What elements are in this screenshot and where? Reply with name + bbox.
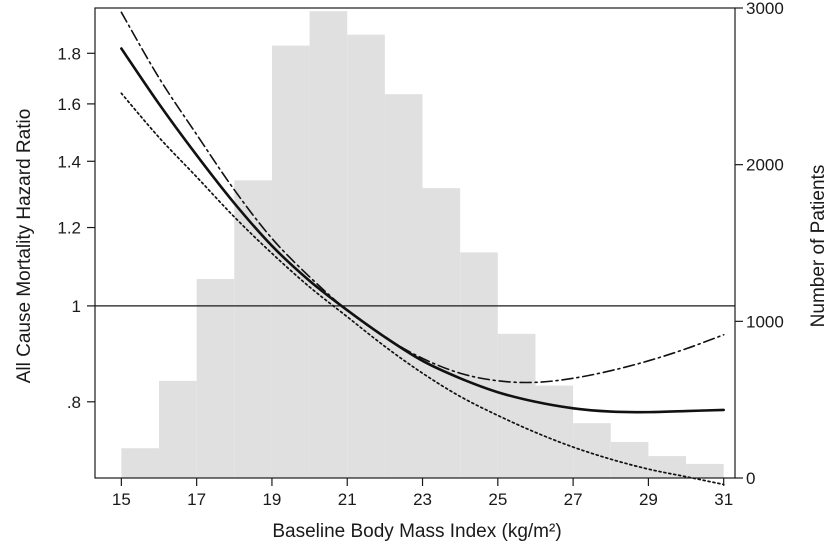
series-layer (120, 11, 726, 486)
series-line-dashdot (120, 11, 725, 384)
series-line-solid (120, 47, 726, 414)
y-left-tick-label: 1.6 (57, 95, 81, 114)
y-left-tick-label: 1.8 (57, 44, 81, 63)
x-tick-label: 25 (488, 490, 507, 509)
histogram-bar (196, 279, 235, 478)
y-axis-right-title: Number of Patients (808, 165, 829, 328)
histogram-bar (610, 441, 649, 478)
plot-frame (94, 7, 736, 479)
y-axis-left-title: All Cause Mortality Hazard Ratio (14, 109, 35, 384)
y-left-tick-label: .8 (67, 393, 81, 412)
histogram-bar (460, 252, 498, 478)
y-left-tick-label: 1 (72, 297, 81, 316)
histogram-bar (121, 448, 159, 478)
histogram-bar (309, 11, 348, 479)
x-tick-label: 15 (112, 490, 131, 509)
x-tick-label: 23 (413, 490, 432, 509)
x-axis-title: Baseline Body Mass Index (kg/m²) (272, 521, 561, 542)
y-right-tick-label: 3000 (746, 0, 784, 18)
histogram-bar (497, 333, 536, 478)
histogram-bar (384, 94, 423, 479)
y-axis-left: .8 1 1.2 1.4 1.6 1.8 (57, 44, 95, 412)
y-left-tick-label: 1.4 (57, 152, 81, 171)
x-tick-label: 21 (338, 490, 357, 509)
histogram-bar (686, 463, 724, 478)
histogram-bar (535, 385, 574, 478)
series-line-dotted (120, 92, 725, 486)
x-tick-label: 31 (714, 490, 733, 509)
histogram-bar (422, 188, 461, 478)
x-tick-label: 19 (262, 490, 281, 509)
x-tick-label: 17 (187, 490, 206, 509)
histogram-bar (347, 34, 385, 479)
histogram-bar (159, 380, 197, 478)
y-right-tick-label: 2000 (746, 156, 784, 175)
y-right-tick-label: 0 (746, 469, 755, 488)
histogram-bar (573, 423, 611, 478)
histogram-bar (271, 45, 310, 478)
histogram (121, 11, 724, 479)
y-right-tick-label: 1000 (746, 312, 784, 331)
x-axis: 15 17 19 21 23 25 27 29 31 (112, 478, 733, 509)
x-tick-label: 27 (564, 490, 583, 509)
x-tick-label: 29 (639, 490, 658, 509)
y-left-tick-label: 1.2 (57, 219, 81, 238)
histogram-bar (648, 456, 687, 478)
y-axis-right: 0 1000 2000 3000 (735, 0, 784, 488)
